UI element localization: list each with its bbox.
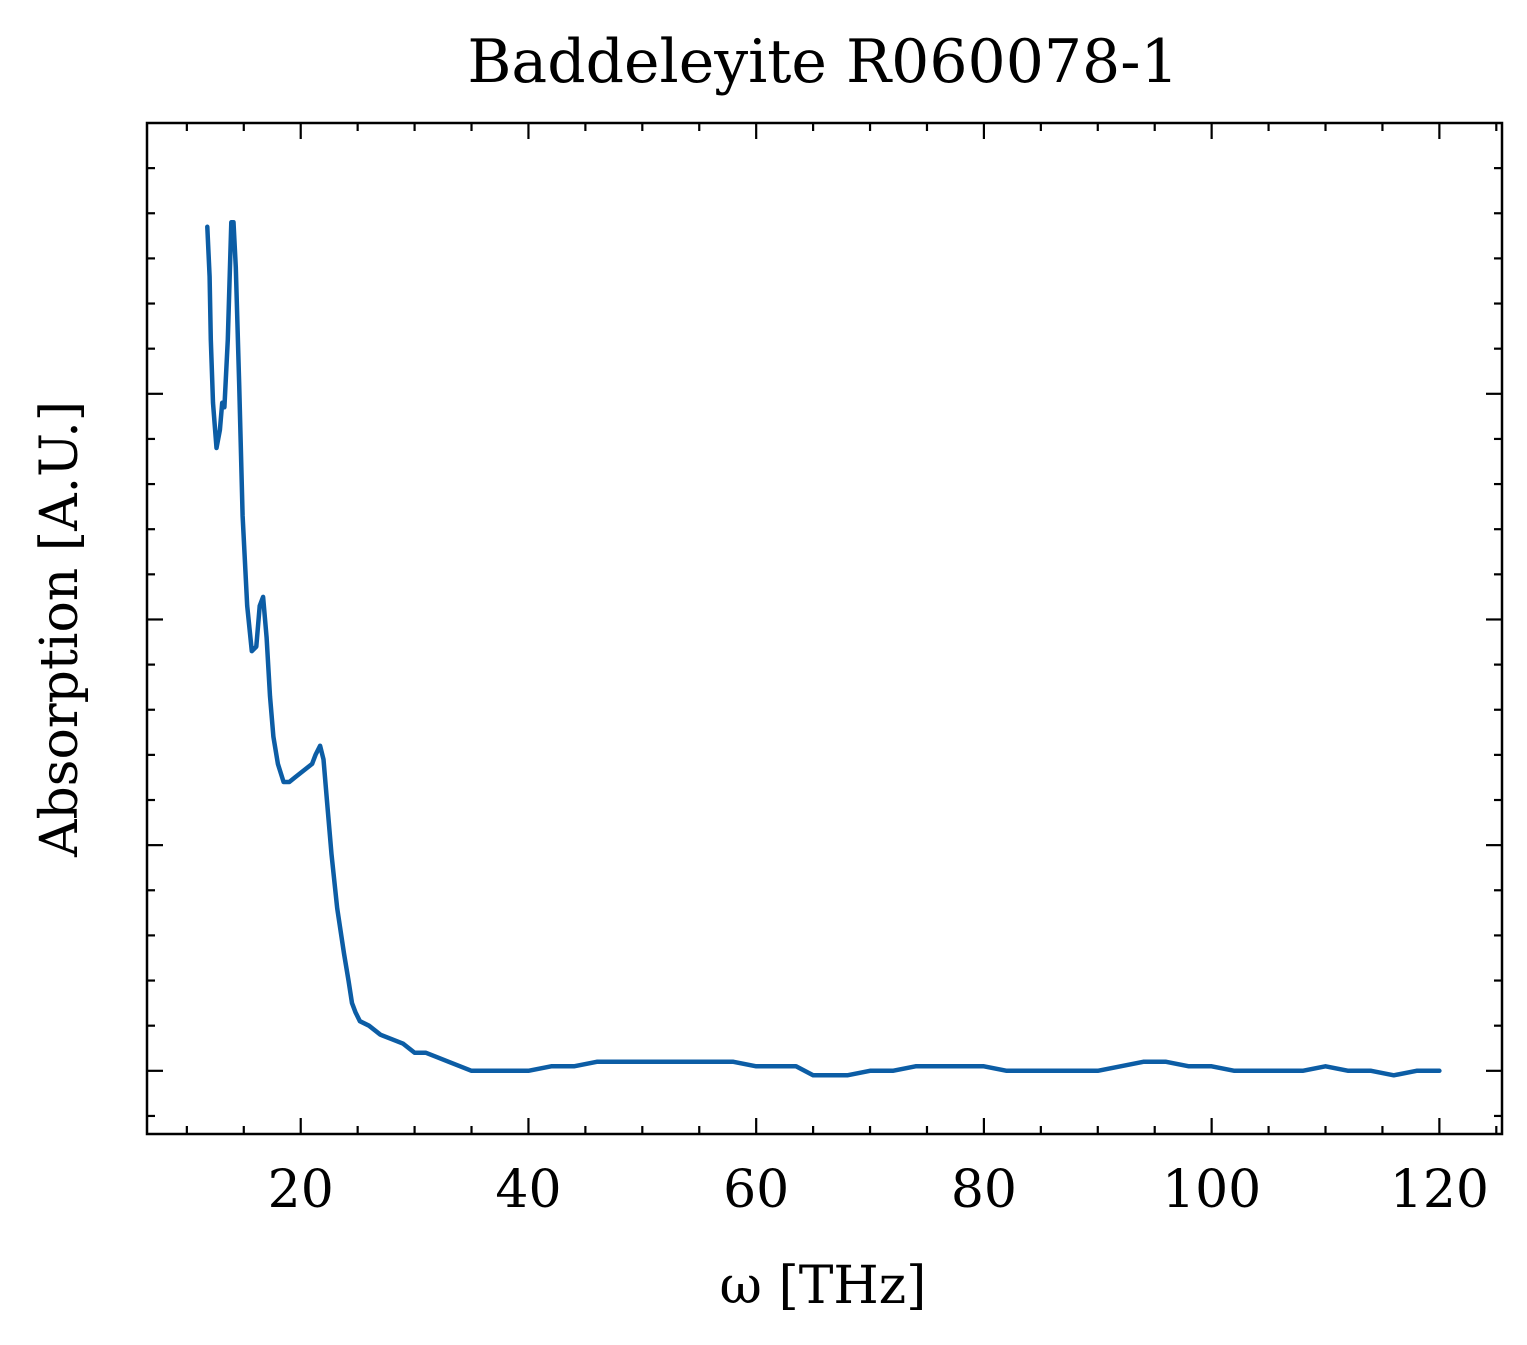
x-tick-label: 20 — [268, 1160, 334, 1220]
x-tick-label: 60 — [723, 1160, 789, 1220]
x-tick-label: 40 — [495, 1160, 561, 1220]
x-tick-label: 100 — [1162, 1160, 1261, 1220]
plot-area — [145, 121, 1504, 1136]
y-axis-ticks — [147, 167, 1502, 1118]
series-line — [205, 220, 1442, 1078]
x-axis-label: ω [THz] — [720, 1256, 927, 1316]
plot-frame — [145, 121, 1504, 1136]
x-axis-ticks — [185, 123, 1498, 1134]
chart-title: Baddeleyite R060078-1 — [467, 27, 1178, 97]
y-axis-label: Absorption [A.U.] — [30, 401, 90, 858]
x-tick-label: 120 — [1390, 1160, 1489, 1220]
x-axis-tick-labels: 20 40 60 80 100 120 — [268, 1160, 1489, 1220]
x-tick-label: 80 — [951, 1160, 1017, 1220]
